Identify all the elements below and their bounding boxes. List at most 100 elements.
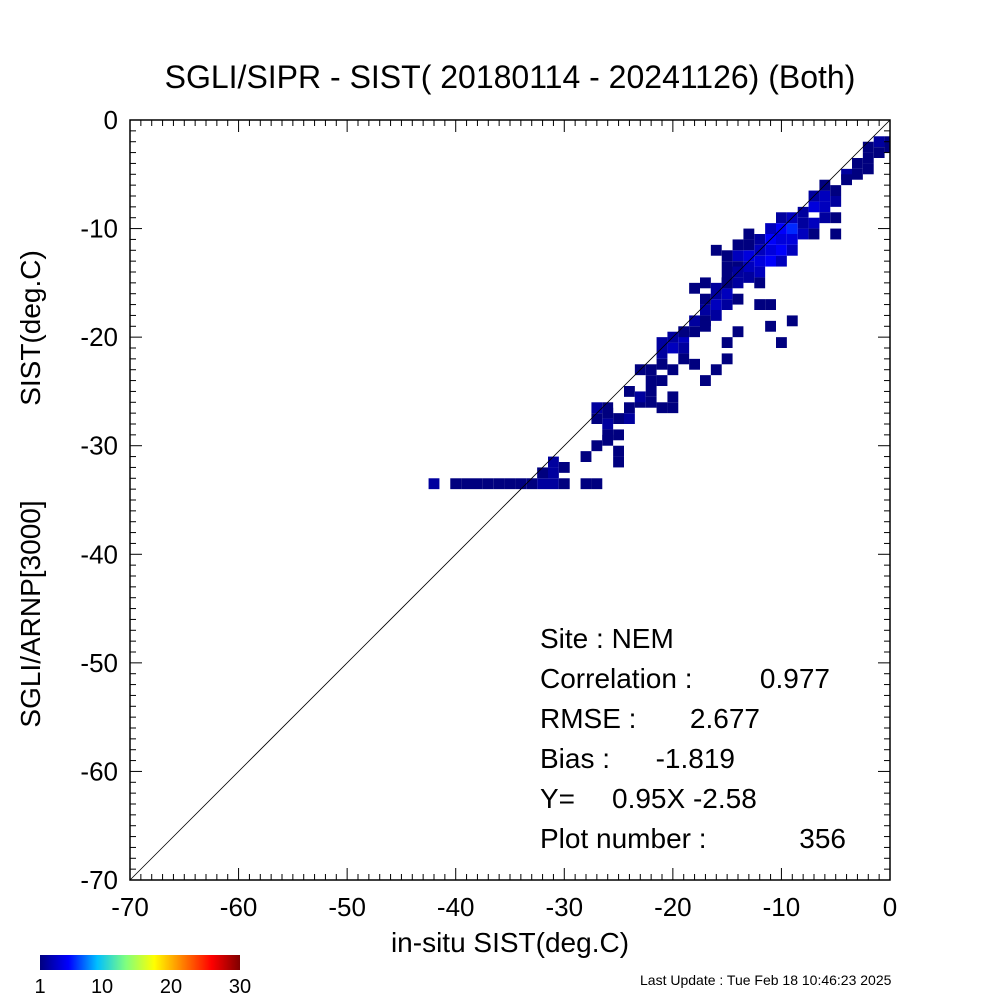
heatmap-bin	[732, 293, 744, 305]
heatmap-bin	[700, 375, 711, 386]
heatmap-bin	[678, 331, 690, 343]
heatmap-bin	[797, 217, 809, 229]
heatmap-bin	[830, 228, 842, 240]
colorbar-tick-label: 1	[34, 976, 45, 998]
heatmap-bin	[461, 478, 472, 490]
heatmap-bin	[613, 456, 624, 468]
stat-rmse-label: RMSE :	[540, 703, 636, 734]
heatmap-bin	[710, 244, 722, 256]
heatmap-bin	[765, 244, 776, 256]
heatmap-bin	[873, 147, 885, 158]
heatmap-bin	[808, 217, 820, 229]
heatmap-bin	[873, 136, 885, 148]
heatmap-bin	[613, 445, 624, 457]
heatmap-bin	[700, 304, 711, 316]
heatmap-bin	[776, 234, 787, 245]
heatmap-bin	[786, 244, 798, 256]
heatmap-bin	[450, 478, 462, 490]
heatmap-bin	[841, 174, 852, 186]
heatmap-bin	[602, 418, 614, 430]
heatmap-bin	[548, 456, 559, 468]
heatmap-bin	[786, 315, 798, 327]
heatmap-bin	[819, 190, 831, 202]
colorbar	[40, 955, 240, 970]
x-tick-label: -60	[220, 892, 258, 922]
stat-plot-number-label: Plot number :	[540, 823, 707, 854]
x-axis-title: in-situ SIST(deg.C)	[391, 927, 629, 958]
heatmap-bin	[591, 413, 603, 424]
heatmap-bin	[634, 391, 646, 403]
x-tick-label: -70	[111, 892, 149, 922]
heatmap-bin	[678, 342, 690, 354]
last-update-text: Last Update : Tue Feb 18 10:46:23 2025	[640, 972, 892, 988]
y-tick-label: -50	[80, 648, 118, 678]
heatmap-bin	[776, 244, 787, 256]
heatmap-bin	[830, 212, 842, 224]
heatmap-bin	[645, 375, 657, 386]
heatmap-bin	[645, 396, 657, 408]
stat-plot-number-value: 356	[799, 823, 846, 854]
heatmap-bin	[667, 342, 679, 354]
heatmap-bin	[754, 234, 766, 245]
heatmap-bin	[884, 141, 890, 153]
heatmap-bin	[645, 364, 657, 376]
one-to-one-line	[129, 119, 891, 881]
heatmap-bin	[732, 277, 744, 289]
heatmap-bin	[645, 386, 657, 397]
y-axis-title-line-1: SIST(deg.C)	[15, 250, 46, 406]
heatmap-bin	[710, 310, 722, 321]
heatmap-bin	[678, 353, 690, 365]
heatmap-bin	[721, 288, 733, 300]
heatmap-bin	[591, 478, 603, 490]
heatmap-bin	[591, 402, 603, 414]
heatmap-bin	[786, 223, 798, 234]
heatmap-bin	[602, 407, 614, 419]
heatmap-bin	[656, 375, 668, 386]
heatmap-bin	[656, 402, 668, 414]
x-tick-label: -30	[545, 892, 583, 922]
heatmap-bin	[743, 250, 755, 262]
heatmap-bin	[689, 326, 700, 338]
heatmap-bin	[862, 141, 874, 153]
heatmap-bin	[482, 478, 494, 490]
heatmap-bin	[797, 228, 809, 240]
heatmap-bin	[548, 478, 559, 490]
y-tick-label: -10	[80, 214, 118, 244]
heatmap-bin	[591, 440, 603, 452]
colorbar-tick-label: 10	[91, 976, 113, 998]
x-tick-labels: -70 -60 -50 -40 -30 -20 -10 0	[111, 892, 897, 922]
colorbar-tick-label: 20	[160, 976, 182, 998]
heatmap-bin	[710, 299, 722, 310]
heatmap-bin	[656, 348, 668, 359]
heatmap-bin	[613, 429, 624, 441]
x-tick-label: -40	[437, 892, 475, 922]
heatmap-bin	[754, 255, 766, 267]
heatmap-bin	[732, 326, 744, 338]
x-tick-label: -20	[654, 892, 692, 922]
heatmap-bin	[765, 320, 776, 332]
heatmap-bin	[732, 239, 744, 251]
heatmap-bin	[754, 266, 766, 278]
chart-title: SGLI/SIPR - SIST( 20180114 - 20241126) (…	[165, 59, 856, 95]
stat-bias-value: -1.819	[656, 743, 735, 774]
heatmap-bin	[624, 402, 635, 414]
stat-correlation-label: Correlation :	[540, 663, 693, 694]
heatmap-bin	[710, 282, 722, 294]
heatmap-bin	[786, 234, 798, 245]
stat-site: Site : NEM	[540, 623, 674, 654]
heatmap-bin	[537, 467, 548, 479]
stats-panel: Site : NEM Correlation : 0.977 RMSE : 2.…	[540, 623, 846, 854]
heatmap-bin	[602, 429, 614, 441]
heatmap-bin	[624, 386, 635, 397]
heatmap-bins	[428, 136, 890, 490]
y-tick-label: -70	[80, 865, 118, 895]
heatmap-bin	[580, 451, 592, 462]
heatmap-bin	[580, 478, 592, 490]
heatmap-bin	[515, 478, 527, 490]
heatmap-bin	[602, 402, 614, 414]
heatmap-bin	[765, 255, 776, 267]
heatmap-bin	[721, 299, 733, 310]
colorbar-labels: 1 10 20 30	[34, 976, 251, 998]
stat-regression-value: 0.95X -2.58	[612, 783, 757, 814]
